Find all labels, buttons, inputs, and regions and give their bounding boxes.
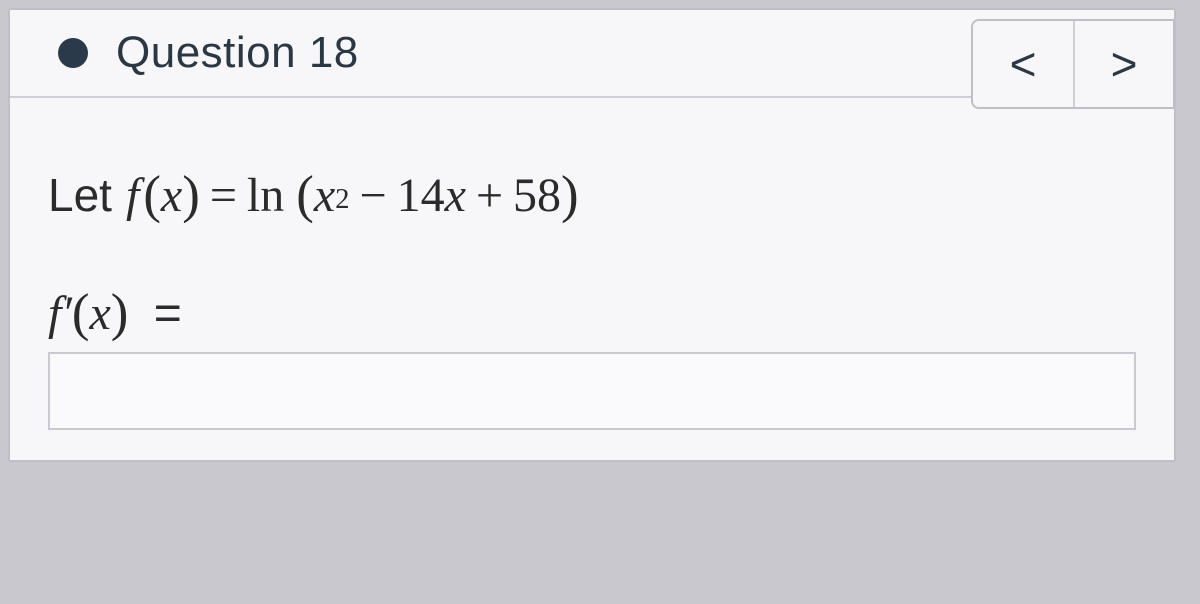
- minus: −: [350, 168, 397, 223]
- ans-lparen: (: [72, 284, 90, 342]
- lparen-2: (: [296, 165, 314, 225]
- equals: =: [200, 168, 247, 223]
- poly-x: x: [314, 168, 335, 223]
- answer-label: f′(x) =: [48, 282, 1136, 342]
- func-name: f: [126, 168, 139, 223]
- question-expression: Let f ( x ) = ln ( x 2 − 14 x + 58 ): [48, 164, 1136, 224]
- rparen-1: ): [182, 165, 200, 225]
- nav-group: < >: [971, 19, 1175, 109]
- var-1: x: [161, 168, 182, 223]
- question-card: < > Question 18 Let f ( x ) = ln ( x 2 −…: [8, 8, 1176, 462]
- lparen-1: (: [143, 165, 161, 225]
- poly-exp: 2: [335, 183, 349, 216]
- ans-eq: =: [140, 287, 181, 340]
- question-title: Question 18: [116, 28, 359, 78]
- poly-b: 14: [397, 168, 445, 223]
- answer-input[interactable]: [48, 352, 1136, 430]
- ln-label: ln: [247, 168, 284, 223]
- rparen-2: ): [561, 165, 579, 225]
- ans-rparen: ): [111, 284, 129, 342]
- poly-c: 58: [513, 168, 561, 223]
- ans-prime: ′: [61, 287, 72, 340]
- status-dot-icon: [58, 38, 88, 68]
- ans-var: x: [89, 287, 110, 340]
- question-content: Let f ( x ) = ln ( x 2 − 14 x + 58 ) f′(…: [10, 98, 1174, 460]
- next-button[interactable]: >: [1073, 21, 1173, 107]
- prev-button[interactable]: <: [973, 21, 1073, 107]
- lead-text: Let: [48, 168, 112, 222]
- ans-func: f: [48, 287, 61, 340]
- plus: +: [466, 168, 513, 223]
- poly-bvar: x: [445, 168, 466, 223]
